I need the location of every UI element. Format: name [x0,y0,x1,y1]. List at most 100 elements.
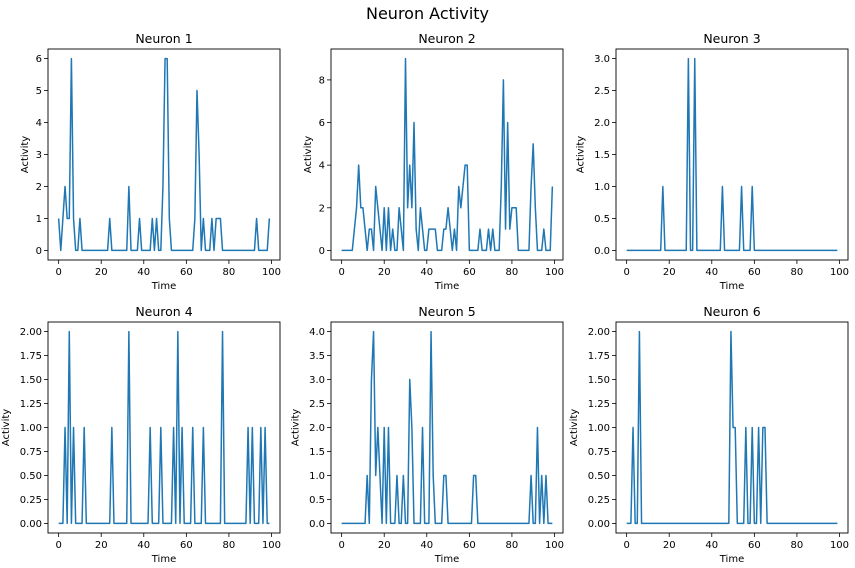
subplot-4: Neuron 4 0 20 40 60 80 100 0.00 0.25 0.50 0.75 1.00… [1,304,281,565]
y-tick-label: 0.5 [309,495,325,506]
y-tick-label: 3 [36,150,42,161]
x-tick-label: 0 [338,540,344,551]
x-tick-label: 0 [55,540,61,551]
y-tick-label: 1.25 [588,399,610,410]
subplot-title: Neuron 1 [135,31,192,46]
series-line [341,330,553,525]
x-tick-label: 20 [378,267,391,278]
y-tick-label: 2 [36,182,42,193]
x-tick-label: 60 [463,267,476,278]
x-axis-label: Time [434,554,459,565]
x-axis-label: Time [719,281,744,292]
x-axis-label: Time [434,281,459,292]
y-tick-label: 6 [319,118,325,129]
x-tick-label: 40 [137,540,150,551]
y-tick-label: 0.50 [588,471,610,482]
y-tick-label: 1.75 [20,351,42,362]
x-tick-label: 0 [338,267,344,278]
x-tick-label: 40 [705,540,718,551]
y-tick-label: 2.5 [309,399,325,410]
y-tick-label: 0 [36,246,42,257]
y-tick-label: 2.5 [594,86,610,97]
series-line [57,57,271,252]
subplot-title: Neuron 3 [703,31,760,46]
x-tick-label: 20 [95,540,108,551]
y-tick-label: 4.0 [309,327,325,338]
y-tick-label: 1.5 [594,150,610,161]
y-tick-label: 0.0 [594,246,610,257]
x-tick-label: 60 [748,267,761,278]
y-tick-label: 0.75 [20,447,42,458]
figure-title: Neuron Activity [365,4,490,23]
x-axis-label: Time [151,281,176,292]
x-tick-label: 100 [545,267,564,278]
y-tick-label: 3.5 [309,351,325,362]
series-line [341,57,554,252]
series-line [626,330,838,525]
x-axis-label: Time [151,554,176,565]
y-tick-label: 1.00 [588,423,610,434]
subplot-title: Neuron 2 [418,31,475,46]
y-tick-label: 1.50 [20,375,42,386]
x-tick-label: 80 [506,540,519,551]
x-tick-label: 0 [55,267,61,278]
x-tick-label: 100 [830,267,849,278]
series-line [58,330,270,525]
y-tick-label: 0.00 [20,519,42,530]
subplot-6: Neuron 6 0 20 40 60 80 100 0.00 0.25 0.50 0.75 1.00… [569,304,849,565]
x-tick-label: 40 [420,267,433,278]
axes-frame [615,48,849,261]
x-tick-label: 40 [420,540,433,551]
subplot-2: Neuron 2 0 20 40 60 80 100 0 2 4 6 8 Time Activity [303,31,564,292]
y-tick-label: 0.0 [309,519,325,530]
y-tick-label: 1.0 [309,471,325,482]
x-tick-label: 20 [663,540,676,551]
y-axis-label: Activity [290,409,301,446]
subplot-title: Neuron 4 [135,304,192,319]
y-tick-label: 0.50 [20,471,42,482]
axes-frame [330,48,564,261]
x-tick-label: 60 [463,540,476,551]
x-tick-label: 100 [545,540,564,551]
x-tick-label: 60 [180,540,193,551]
x-tick-label: 100 [830,540,849,551]
x-tick-label: 0 [623,540,629,551]
x-tick-label: 100 [262,540,281,551]
y-tick-label: 1.0 [594,182,610,193]
y-axis-label: Activity [303,136,314,173]
x-tick-label: 0 [623,267,629,278]
x-tick-label: 80 [506,267,519,278]
series-line [626,57,838,252]
x-tick-label: 60 [748,540,761,551]
y-tick-label: 2.00 [588,327,610,338]
x-tick-label: 80 [791,267,804,278]
x-tick-label: 40 [137,267,150,278]
y-tick-label: 2.0 [594,118,610,129]
subplot-title: Neuron 5 [418,304,475,319]
y-tick-label: 2 [319,203,325,214]
x-tick-label: 20 [95,267,108,278]
y-tick-label: 8 [319,75,325,86]
y-tick-label: 3.0 [594,54,610,65]
y-tick-label: 0.00 [588,519,610,530]
subplot-1: Neuron 1 0 20 40 60 80 100 0 1 2 3 4 5 6 Time Activity [20,31,281,292]
y-axis-label: Activity [575,136,586,173]
x-tick-label: 20 [378,540,391,551]
x-tick-label: 60 [180,267,193,278]
subplot-3: Neuron 3 0 20 40 60 80 100 0.0 0.5 1.0 1.5 2.0 2.5 3.… [575,31,849,292]
subplot-5: Neuron 5 0 20 40 60 80 100 0.0 0.5 1.0 1.5 2.0 2.5 3.… [290,304,564,565]
y-tick-label: 4 [36,118,42,129]
y-tick-label: 1.00 [20,423,42,434]
y-tick-label: 1.75 [588,351,610,362]
x-tick-label: 20 [663,267,676,278]
y-axis-label: Activity [20,136,31,173]
x-tick-label: 40 [705,267,718,278]
y-tick-label: 0 [319,246,325,257]
y-axis-label: Activity [1,409,12,446]
y-tick-label: 1 [36,214,42,225]
y-tick-label: 1.50 [588,375,610,386]
x-tick-label: 80 [223,540,236,551]
x-tick-label: 100 [262,267,281,278]
